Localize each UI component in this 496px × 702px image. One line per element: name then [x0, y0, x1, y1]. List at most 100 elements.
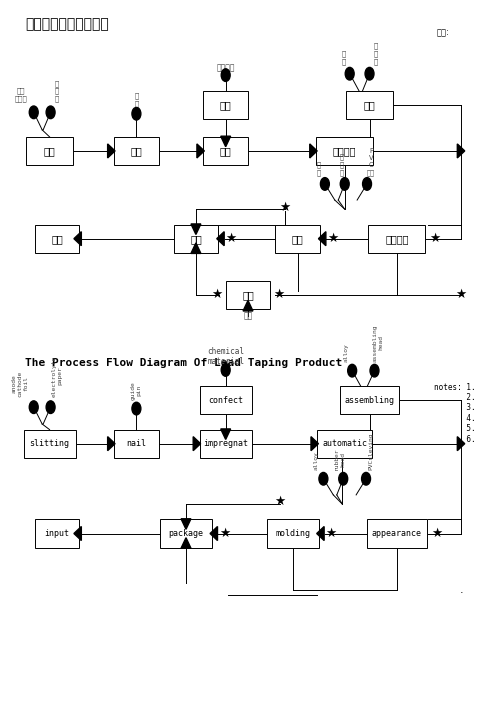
Circle shape — [46, 106, 55, 119]
FancyBboxPatch shape — [203, 91, 248, 119]
FancyBboxPatch shape — [24, 430, 75, 458]
Text: package: package — [169, 529, 203, 538]
FancyBboxPatch shape — [35, 225, 79, 253]
Text: ★: ★ — [325, 527, 337, 540]
Text: ★: ★ — [211, 289, 222, 301]
Text: molding: molding — [275, 529, 310, 538]
Polygon shape — [193, 437, 200, 451]
Text: rubber
head: rubber head — [334, 448, 345, 470]
Text: 引线式产品工艺流程图: 引线式产品工艺流程图 — [25, 18, 109, 32]
Text: alloy: alloy — [314, 451, 319, 470]
Text: slitting: slitting — [30, 439, 69, 448]
Text: 橡
皮
头: 橡 皮 头 — [374, 43, 378, 65]
Text: P
V
C
套管: P V C 套管 — [367, 148, 375, 176]
Polygon shape — [181, 519, 191, 529]
Text: 化工材料: 化工材料 — [216, 63, 235, 72]
Text: ★: ★ — [431, 527, 442, 540]
Text: automatic: automatic — [322, 439, 367, 448]
Text: 阴、
阳极箔: 阴、 阳极箔 — [15, 88, 28, 102]
FancyBboxPatch shape — [160, 519, 212, 548]
Polygon shape — [74, 526, 81, 541]
FancyBboxPatch shape — [266, 519, 318, 548]
FancyBboxPatch shape — [114, 137, 159, 165]
Text: The Process Flow Diagram Of Lead Taping Product: The Process Flow Diagram Of Lead Taping … — [25, 358, 342, 368]
Polygon shape — [210, 526, 217, 541]
Circle shape — [319, 472, 328, 485]
Circle shape — [221, 364, 230, 376]
FancyBboxPatch shape — [114, 430, 159, 458]
Polygon shape — [74, 232, 81, 246]
Polygon shape — [310, 144, 317, 158]
Polygon shape — [316, 526, 324, 541]
FancyBboxPatch shape — [346, 91, 393, 119]
FancyBboxPatch shape — [275, 225, 320, 253]
Polygon shape — [191, 224, 201, 234]
Polygon shape — [181, 538, 191, 548]
Text: 切割: 切割 — [44, 146, 56, 156]
Polygon shape — [221, 429, 231, 439]
Polygon shape — [191, 243, 201, 253]
Text: ★: ★ — [275, 496, 286, 508]
Text: 装配: 装配 — [364, 100, 375, 110]
Polygon shape — [217, 232, 224, 246]
Circle shape — [29, 106, 38, 119]
FancyBboxPatch shape — [340, 386, 399, 414]
Text: 配液: 配液 — [220, 100, 232, 110]
Text: ★: ★ — [274, 289, 285, 301]
Polygon shape — [221, 136, 231, 147]
Text: nail: nail — [126, 439, 146, 448]
FancyBboxPatch shape — [368, 225, 425, 253]
Text: 外观检查: 外观检查 — [385, 234, 409, 244]
Circle shape — [46, 401, 55, 413]
Circle shape — [365, 67, 374, 80]
Text: guide
pin: guide pin — [131, 381, 142, 400]
Polygon shape — [457, 437, 465, 451]
Text: 橡
皮
头: 橡 皮 头 — [339, 154, 343, 176]
Text: 入库: 入库 — [51, 234, 63, 244]
Text: anode
cathode
foil: anode cathode foil — [11, 371, 28, 397]
Text: 浸渍: 浸渍 — [220, 146, 232, 156]
FancyBboxPatch shape — [199, 386, 252, 414]
Text: 包装: 包装 — [190, 234, 202, 244]
Text: electrolyte
paper: electrolyte paper — [52, 355, 62, 397]
Text: ★: ★ — [225, 232, 236, 245]
Circle shape — [132, 402, 141, 415]
Text: 导
针: 导 针 — [134, 93, 138, 107]
Circle shape — [348, 364, 357, 377]
Text: ★: ★ — [219, 527, 230, 540]
FancyBboxPatch shape — [174, 225, 218, 253]
Circle shape — [363, 178, 372, 190]
Text: alloy: alloy — [343, 343, 348, 362]
Text: notes: 1.
       2.
       3.
       4.
       5.
       6.: notes: 1. 2. 3. 4. 5. 6. — [434, 383, 476, 444]
Text: 铝
壳: 铝 壳 — [342, 51, 346, 65]
Circle shape — [132, 107, 141, 120]
Polygon shape — [311, 437, 318, 451]
Circle shape — [339, 472, 348, 485]
Circle shape — [320, 178, 329, 190]
Text: appearance: appearance — [372, 529, 422, 538]
Text: 说明:: 说明: — [436, 28, 449, 37]
Circle shape — [29, 401, 38, 413]
Text: .: . — [459, 585, 463, 595]
Text: ★: ★ — [456, 289, 467, 301]
Text: chemical
material: chemical material — [207, 347, 244, 366]
Text: confect: confect — [208, 396, 243, 404]
FancyBboxPatch shape — [35, 519, 79, 548]
Text: 成型: 成型 — [292, 234, 304, 244]
Circle shape — [340, 178, 349, 190]
Text: ★: ★ — [280, 201, 291, 213]
FancyBboxPatch shape — [317, 430, 372, 458]
Circle shape — [362, 472, 371, 485]
Circle shape — [221, 69, 230, 81]
Text: 编带: 编带 — [242, 290, 254, 300]
Text: assembling
head: assembling head — [373, 324, 384, 362]
FancyBboxPatch shape — [26, 137, 73, 165]
Text: 铝
壳: 铝 壳 — [316, 161, 320, 176]
Text: 自动组套: 自动组套 — [333, 146, 357, 156]
Text: 电
解
纸: 电 解 纸 — [55, 80, 59, 102]
Polygon shape — [318, 232, 326, 246]
FancyBboxPatch shape — [226, 281, 270, 309]
Text: assembling: assembling — [345, 396, 394, 404]
Text: 胶纸: 胶纸 — [244, 311, 252, 320]
Polygon shape — [108, 144, 115, 158]
